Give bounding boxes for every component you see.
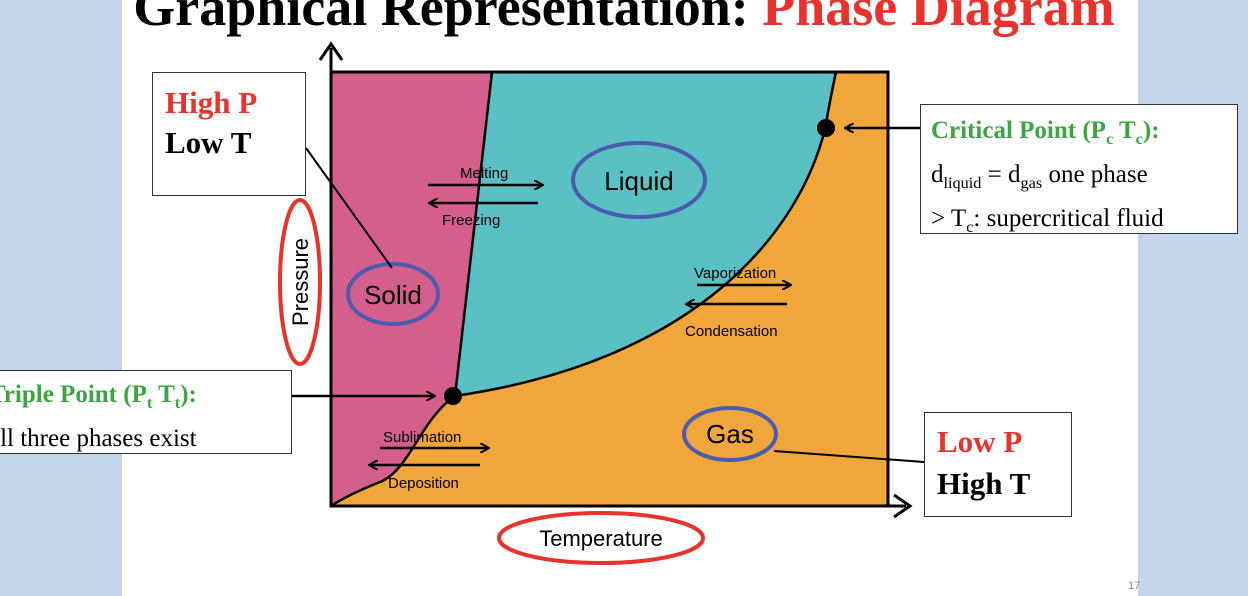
slide-number: 17 [1128,580,1141,592]
critical-point-title: Critical Point (Pc Tc): [931,117,1160,148]
y-axis-arrowhead [318,41,344,61]
liquid-region [455,72,836,396]
critical-point-dot [817,119,835,137]
high-p-box: High P Low T [152,72,306,196]
critical-point-line2: > Tc: supercritical fluid [931,205,1164,236]
low-p-line2: High T [937,466,1031,501]
temperature-oval [497,511,705,565]
liquid-label: Liquid [604,166,673,196]
deposition-label: Deposition [388,475,459,492]
gas-label: Gas [706,419,754,449]
solid-oval [346,262,440,326]
condensation-label: Condensation [685,323,778,340]
critical-point-line1: dliquid = dgas one phase [931,161,1148,192]
triple-point-dot [444,387,462,405]
high-p-line1: High P [165,85,258,120]
critical-point-box: Critical Point (Pc Tc): dliquid = dgas o… [920,104,1238,236]
sublimation-curve [330,394,456,508]
gas-oval [682,406,778,462]
vaporization-curve [454,71,838,398]
x-axis-arrowhead [893,493,913,519]
y-axis-label: Pressure [288,238,313,326]
solid-label: Solid [364,280,422,310]
freezing-label: Freezing [442,212,500,229]
triple-point-line1: all three phases exist [0,425,197,452]
low-p-line1: Low P [937,424,1023,459]
high-p-connector [305,147,393,269]
slide-title: Graphical Representation: Phase Diagram [0,0,1248,38]
sublimation-label: Sublimation [383,429,461,446]
vaporization-label: Vaporization [694,265,776,282]
low-p-connector [773,450,925,463]
x-axis-label: Temperature [539,526,663,551]
title-main: Graphical Representation: [133,0,763,37]
triple-point-title: Triple Point (Pt Tt): [0,381,197,412]
high-p-line2: Low T [165,125,252,160]
melting-curve [453,71,494,397]
low-p-box: Low P High T [924,412,1072,517]
liquid-oval [571,141,707,219]
title-accent: Phase Diagram [762,0,1115,37]
melting-label: Melting [460,165,508,182]
pressure-oval [278,198,322,366]
triple-point-box: Triple Point (Pt Tt): all three phases e… [0,370,292,454]
